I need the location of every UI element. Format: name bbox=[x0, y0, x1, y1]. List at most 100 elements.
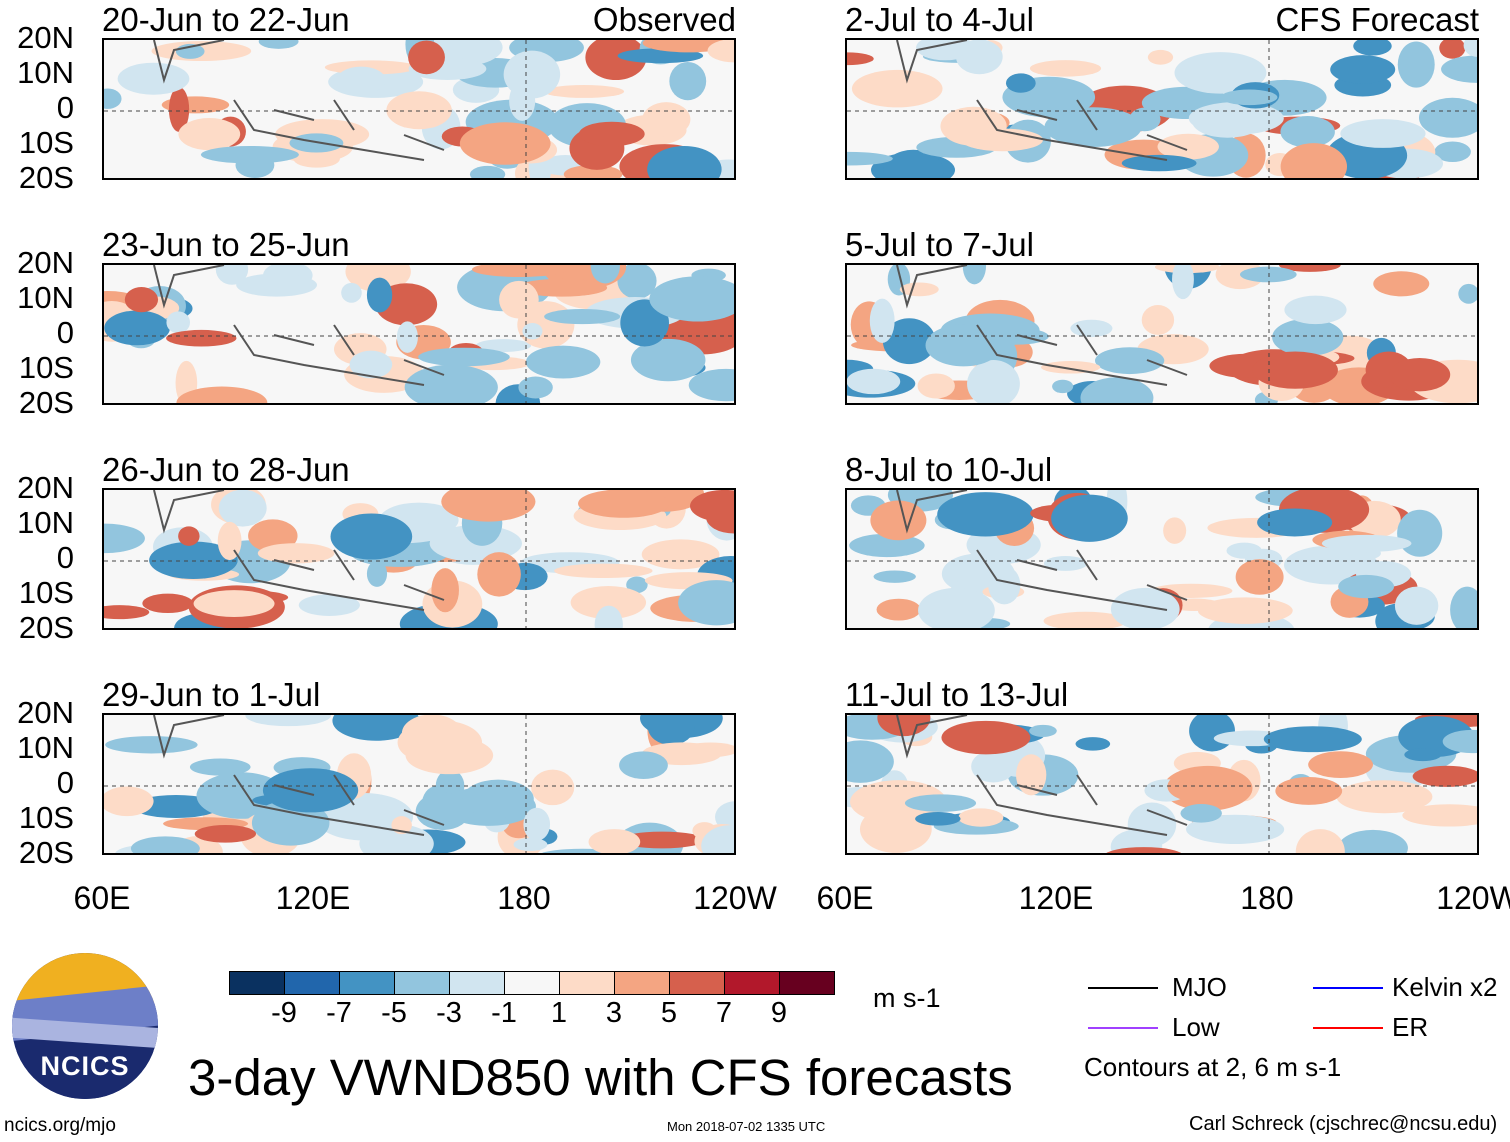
lat-label: 10S bbox=[18, 575, 74, 610]
map bbox=[847, 490, 1477, 628]
lat-label: 20S bbox=[18, 385, 74, 420]
colorbar-swatch bbox=[285, 972, 340, 994]
anomaly-shading bbox=[641, 539, 720, 570]
legend-mjo-line bbox=[1088, 987, 1158, 989]
anomaly-shading bbox=[1404, 748, 1442, 762]
anomaly-shading bbox=[1172, 265, 1194, 300]
anomaly-shading bbox=[1235, 559, 1284, 595]
panel-title: 23-Jun to 25-Jun bbox=[102, 226, 350, 263]
anomaly-shading bbox=[701, 825, 734, 853]
anomaly-shading bbox=[594, 605, 623, 628]
lat-label: 20N bbox=[17, 695, 74, 730]
anomaly-shading bbox=[847, 151, 893, 166]
anomaly-shading bbox=[940, 106, 1007, 146]
colorbar-swatch bbox=[725, 972, 780, 994]
panel-title: 2-Jul to 4-Jul bbox=[845, 1, 1034, 38]
map bbox=[847, 265, 1477, 403]
anomaly-shading bbox=[1442, 729, 1477, 754]
anomaly-shading bbox=[1397, 41, 1435, 88]
anomaly-shading bbox=[1434, 141, 1471, 163]
legend-er-line bbox=[1313, 1027, 1383, 1029]
colorbar-tick-label: -7 bbox=[326, 997, 352, 1029]
footer-url[interactable]: ncics.org/mjo bbox=[4, 1115, 116, 1136]
anomaly-shading bbox=[588, 829, 641, 853]
coastline bbox=[153, 490, 445, 611]
anomaly-shading bbox=[1441, 55, 1477, 83]
anomaly-shading bbox=[847, 368, 901, 395]
anomaly-shading bbox=[869, 298, 895, 343]
anomaly-shading bbox=[904, 794, 977, 812]
anomaly-shading bbox=[1284, 295, 1347, 325]
lat-label: 10N bbox=[17, 505, 74, 540]
lon-label: 120W bbox=[1436, 880, 1510, 916]
anomaly-shading bbox=[1295, 829, 1345, 853]
anomaly-shading bbox=[962, 265, 987, 285]
lat-label: 0 bbox=[56, 90, 74, 125]
anomaly-shading bbox=[851, 69, 943, 108]
anomaly-shading bbox=[1336, 780, 1433, 814]
colorbar-tick-label: 3 bbox=[605, 997, 623, 1029]
anomaly-shading bbox=[525, 345, 601, 379]
colorbar-tick-label: -5 bbox=[381, 997, 407, 1029]
lon-label: 120W bbox=[693, 880, 777, 916]
anomaly-shading bbox=[522, 322, 543, 340]
anomaly-shading bbox=[630, 338, 706, 382]
anomaly-shading bbox=[988, 565, 1021, 605]
anomaly-shading bbox=[873, 570, 916, 583]
coastline bbox=[153, 40, 445, 161]
anomaly-shading bbox=[678, 580, 734, 626]
anomaly-shading bbox=[359, 824, 434, 853]
colorbar-swatch bbox=[505, 972, 560, 994]
panel-label: Observed bbox=[592, 1, 736, 38]
map-panel bbox=[102, 38, 736, 180]
colorbar-tick-label: 5 bbox=[660, 997, 678, 1029]
anomaly-shading bbox=[404, 364, 498, 403]
anomaly-shading bbox=[1192, 105, 1263, 138]
anomaly-shading bbox=[523, 807, 551, 841]
anomaly-shading bbox=[1338, 574, 1395, 599]
anomaly-shading bbox=[617, 265, 657, 299]
anomaly-shading bbox=[917, 373, 955, 399]
lat-label: 20N bbox=[17, 245, 74, 280]
anomaly-shading bbox=[1340, 119, 1426, 148]
colorbar-swatch bbox=[560, 972, 615, 994]
anomaly-shading bbox=[620, 299, 669, 347]
anomaly-shading bbox=[332, 715, 420, 741]
colorbar bbox=[229, 971, 835, 995]
legend-low-line bbox=[1088, 1027, 1158, 1029]
anomaly-shading bbox=[1337, 829, 1408, 853]
anomaly-shading bbox=[941, 720, 1031, 755]
anomaly-shading bbox=[1308, 751, 1373, 778]
anomaly-shading bbox=[1257, 508, 1333, 537]
colorbar-tick-label: 7 bbox=[715, 997, 733, 1029]
anomaly-shading bbox=[178, 117, 241, 151]
anomaly-shading bbox=[104, 523, 145, 554]
coastline bbox=[896, 40, 1188, 161]
anomaly-shading bbox=[104, 88, 122, 109]
anomaly-shading bbox=[1418, 97, 1477, 138]
anomaly-shading bbox=[1106, 847, 1182, 853]
legend-low: Low bbox=[1172, 1012, 1220, 1042]
anomaly-shading bbox=[1252, 351, 1338, 389]
anomaly-shading bbox=[366, 560, 388, 587]
anomaly-shading bbox=[563, 164, 623, 178]
lat-label: 10S bbox=[18, 125, 74, 160]
anomaly-shading bbox=[937, 492, 1034, 537]
anomaly-shading bbox=[471, 265, 568, 278]
anomaly-shading bbox=[688, 368, 734, 402]
anomaly-shading bbox=[1220, 89, 1278, 106]
colorbar-tick-label: 9 bbox=[770, 997, 788, 1029]
panel-title: 26-Jun to 28-Jun bbox=[102, 451, 350, 488]
anomaly-shading bbox=[590, 265, 620, 284]
anomaly-shading bbox=[1029, 724, 1057, 737]
anomaly-shading bbox=[168, 87, 190, 132]
anomaly-shading bbox=[336, 66, 386, 94]
anomaly-shading bbox=[117, 62, 190, 95]
map-panel bbox=[845, 263, 1479, 405]
anomaly-shading bbox=[194, 824, 257, 843]
anomaly-shading bbox=[1044, 107, 1142, 147]
colorbar-tick-label: -3 bbox=[436, 997, 462, 1029]
anomaly-shading bbox=[1043, 556, 1088, 571]
anomaly-shading bbox=[142, 593, 194, 614]
anomaly-shading bbox=[415, 792, 470, 831]
